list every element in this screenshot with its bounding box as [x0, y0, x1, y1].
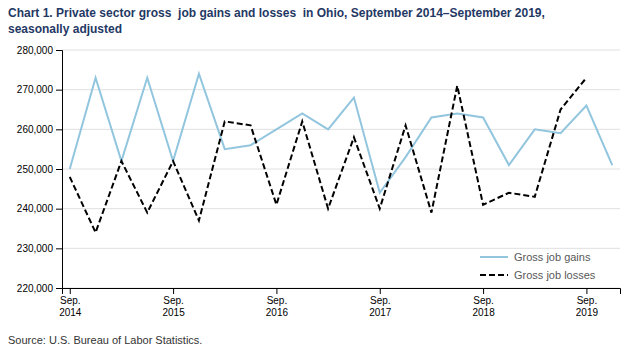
series-line	[70, 78, 587, 233]
y-tick: 240,000	[17, 203, 62, 214]
lines	[70, 74, 613, 233]
x-tick-label-line: 2019	[576, 307, 599, 318]
x-tick-label: Sep.2019	[576, 295, 599, 318]
x-axis: Sep.2014Sep.2015Sep.2016Sep.2017Sep.2018…	[59, 288, 620, 318]
x-tick-label-line: 2016	[266, 307, 289, 318]
x-tick: Sep.2017	[369, 288, 392, 318]
x-tick-label: Sep.2016	[266, 295, 289, 318]
y-tick: 270,000	[17, 84, 62, 95]
x-tick-mark	[483, 288, 484, 294]
x-tick-label: Sep.2014	[59, 295, 82, 318]
x-tick-label-line: Sep.	[577, 295, 598, 306]
legend-item: Gross job gains	[480, 251, 591, 263]
x-tick-label-line: Sep.	[370, 295, 391, 306]
x-axis-line	[63, 289, 621, 295]
x-tick: Sep.2018	[472, 288, 495, 318]
y-tick: 220,000	[17, 283, 62, 294]
y-axis: 220,000 230,000 240,000 250,000 260,000 270,0…	[17, 45, 63, 294]
x-tick-label-line: 2017	[369, 307, 392, 318]
legend-swatch	[480, 256, 508, 258]
x-tick-label-line: 2018	[472, 307, 495, 318]
legend-swatch	[480, 274, 508, 276]
legend-item: Gross job losses	[480, 269, 596, 281]
y-tick-label: 270,000	[17, 84, 54, 95]
source: Source: U.S. Bureau of Labor Statistics.	[8, 334, 202, 346]
y-tick: 230,000	[17, 243, 62, 254]
x-tick-label-line: 2015	[162, 307, 185, 318]
y-tick-mark	[56, 50, 62, 51]
x-tick-label: Sep.2018	[472, 295, 495, 318]
x-tick: Sep.2015	[162, 288, 185, 318]
x-tick-label-line: Sep.	[60, 295, 81, 306]
x-tick-mark	[276, 288, 277, 294]
y-tick-label: 230,000	[17, 243, 54, 254]
grid-line	[62, 50, 620, 51]
x-tick-mark	[173, 288, 174, 294]
y-tick-mark	[56, 169, 62, 170]
x-tick: Sep.2014	[59, 288, 82, 318]
grid-line	[62, 248, 620, 249]
y-tick-label: 250,000	[17, 164, 54, 175]
y-tick-mark	[56, 90, 62, 91]
y-axis-line	[56, 51, 63, 289]
x-tick: Sep.2019	[576, 288, 599, 318]
y-tick-mark	[56, 288, 62, 289]
y-tick-label: 220,000	[17, 283, 54, 294]
x-tick-label: Sep.2015	[162, 295, 185, 318]
title: Chart 1. Private sector gross job gains …	[8, 6, 545, 20]
plot: 220,000 230,000 240,000 250,000 260,000 270,0…	[17, 45, 621, 318]
y-tick-mark	[56, 209, 62, 210]
chart: Chart 1. Private sector gross job gains …	[0, 0, 642, 350]
legend-label: Gross job losses	[514, 269, 596, 281]
y-tick: 250,000	[17, 164, 62, 175]
y-tick: 280,000	[17, 45, 62, 56]
grid	[62, 50, 620, 288]
y-tick: 260,000	[17, 124, 62, 135]
subtitle: seasonally adjusted	[8, 22, 122, 36]
x-tick-mark	[586, 288, 587, 294]
x-tick-label-line: Sep.	[163, 295, 184, 306]
x-tick: Sep.2016	[266, 288, 289, 318]
x-tick-mark	[70, 288, 71, 294]
x-tick-label: Sep.2017	[369, 295, 392, 318]
x-tick-label-line: Sep.	[267, 295, 288, 306]
grid-line	[62, 169, 620, 170]
x-tick-label-line: 2014	[59, 307, 82, 318]
y-tick-label: 280,000	[17, 45, 54, 56]
y-tick-mark	[56, 248, 62, 249]
grid-line	[62, 89, 620, 90]
y-tick-label: 260,000	[17, 124, 54, 135]
y-tick-label: 240,000	[17, 203, 54, 214]
x-tick-mark	[380, 288, 381, 294]
x-tick-label-line: Sep.	[473, 295, 494, 306]
legend: Gross job gains Gross job losses	[480, 251, 596, 281]
y-tick-mark	[56, 129, 62, 130]
legend-label: Gross job gains	[514, 251, 591, 263]
